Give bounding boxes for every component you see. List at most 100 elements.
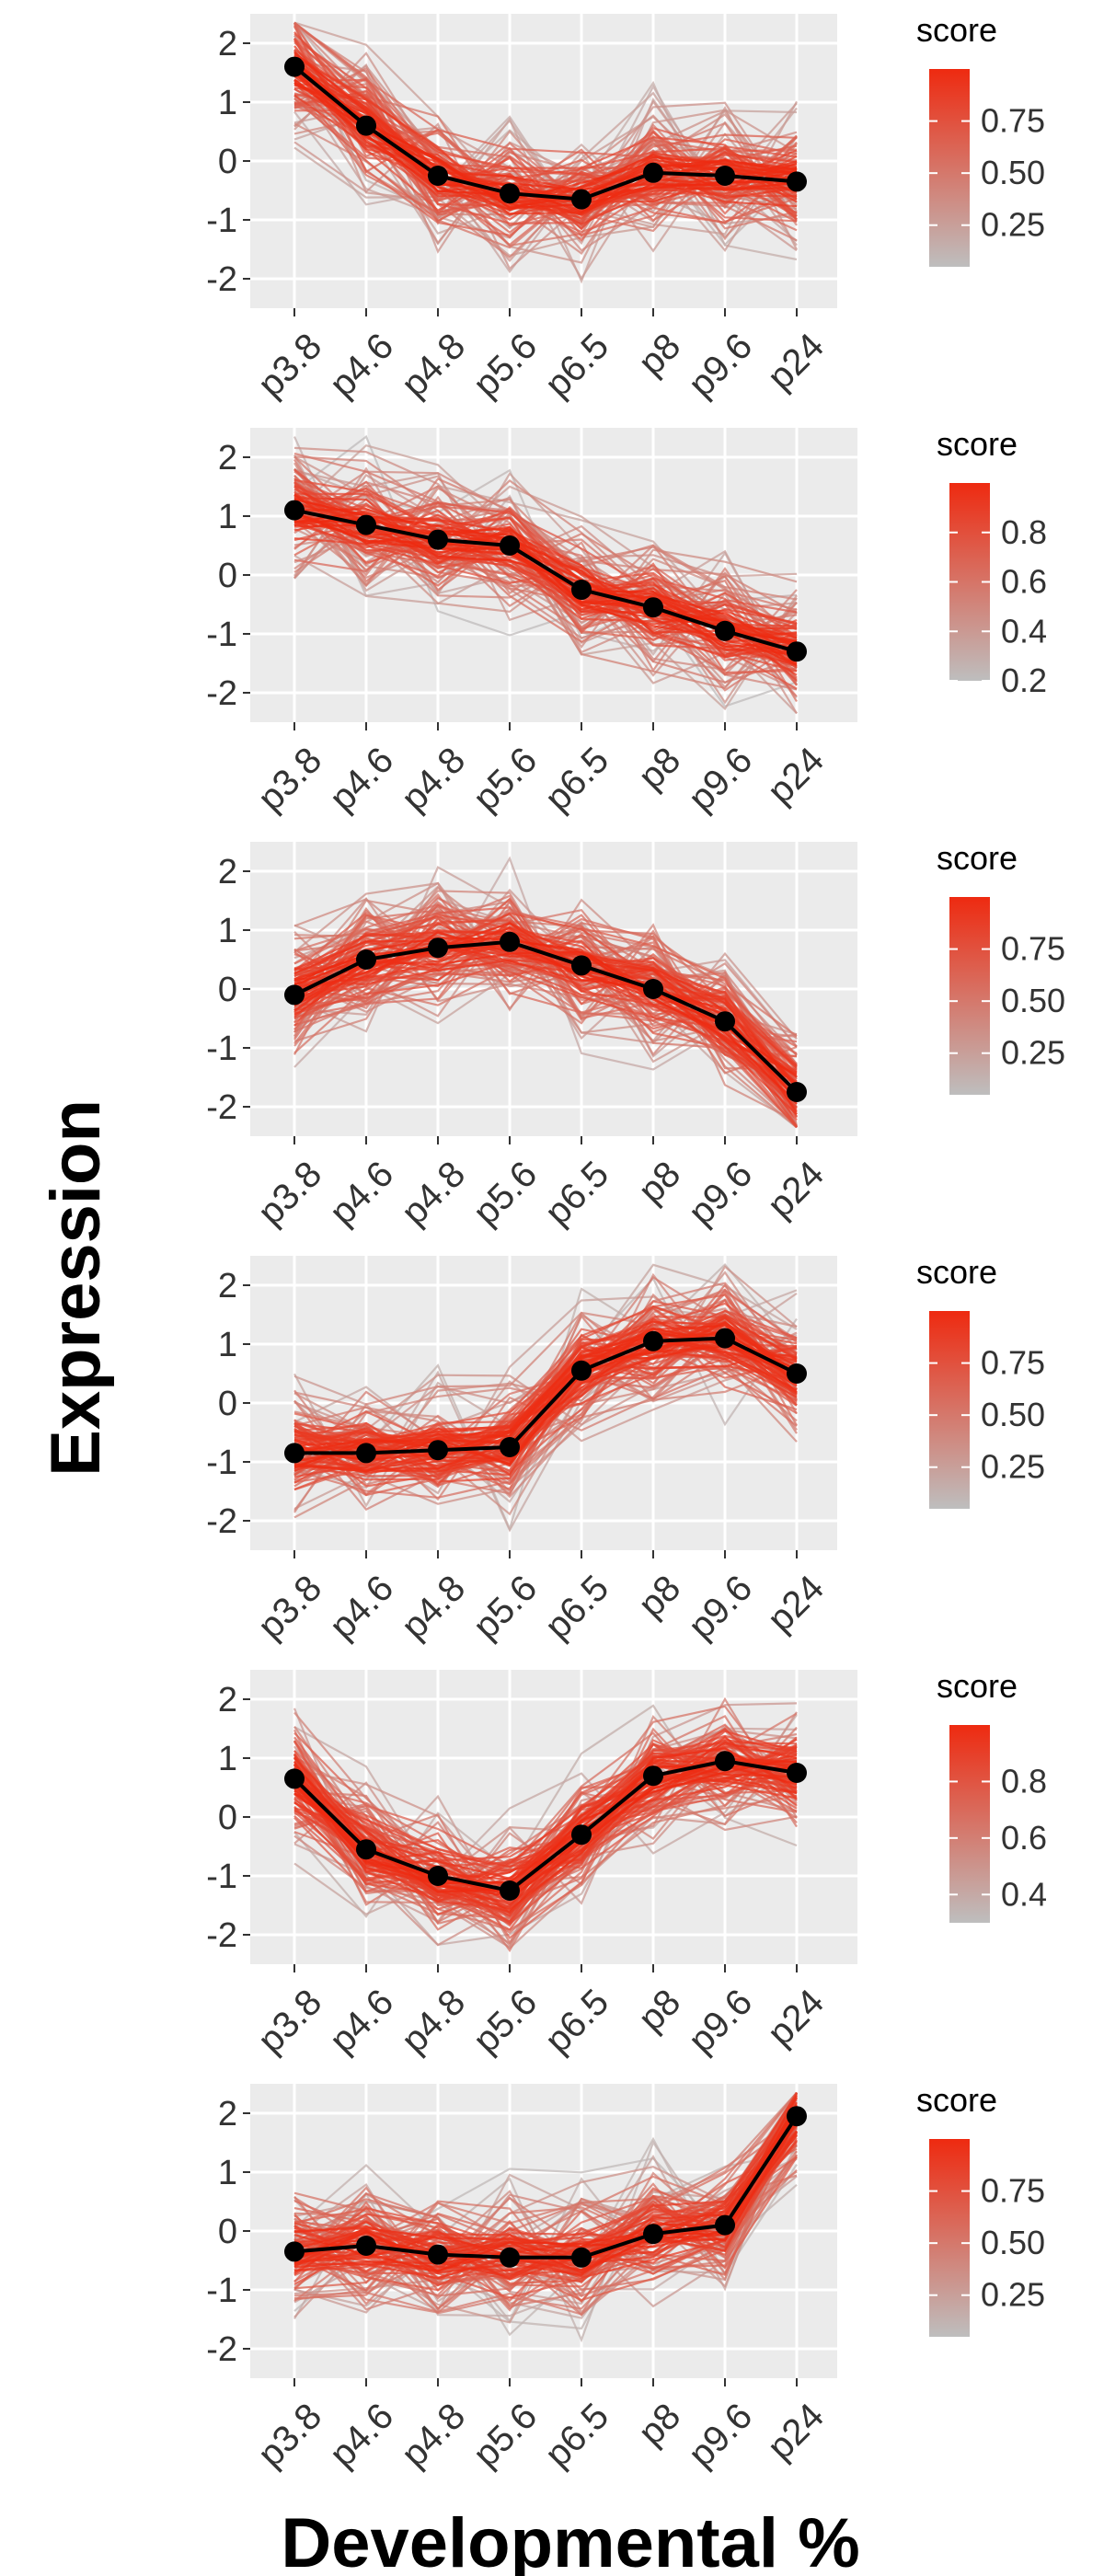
legend-title: score (916, 11, 997, 49)
x-tick-label: p6.5 (537, 1982, 616, 2061)
legend-tick-label: 0.50 (981, 154, 1045, 191)
centroid-point (500, 931, 520, 952)
centroid-point (356, 514, 376, 535)
centroid-point (643, 162, 663, 183)
score-legend: score 0.75 0.50 0.25 (916, 1253, 1045, 1509)
member-profile-line (293, 52, 798, 264)
legend-tick-label: 0.6 (1001, 563, 1047, 601)
member-profile-line (293, 497, 798, 676)
centroid-point (284, 2241, 305, 2262)
x-tick-label: p8 (631, 1982, 689, 2040)
y-tick-label: -2 (206, 1088, 237, 1127)
member-profile-line (293, 25, 798, 223)
centroid-point (787, 1763, 807, 1783)
x-tick-label: p3.8 (250, 2396, 329, 2475)
x-tick-label: p4.6 (322, 2396, 401, 2475)
member-profile-line (293, 1341, 798, 1463)
centroid-point (284, 1768, 305, 1789)
legend-tick-label: 0.75 (981, 102, 1045, 140)
centroid-point (571, 580, 592, 600)
y-tick-label: 0 (218, 557, 237, 595)
y-tick-label: -1 (206, 1443, 237, 1482)
centroid-point (643, 1765, 663, 1787)
centroid-point (284, 1443, 305, 1464)
centroid-point (500, 1437, 520, 1457)
legend-title: score (937, 839, 1018, 877)
member-profile-line (293, 1328, 798, 1469)
score-legend: score 0.75 0.50 0.25 (916, 11, 1045, 267)
x-tick-label: p9.6 (681, 326, 760, 405)
x-tick-label: p3.8 (250, 1568, 329, 1647)
legend-title: score (937, 425, 1018, 463)
centroid-line (294, 1336, 798, 1455)
member-profile-line (293, 511, 798, 643)
centroid-point (500, 1880, 520, 1901)
y-tick-label: 1 (218, 912, 237, 950)
legend-title: score (937, 1667, 1018, 1705)
member-profile-line (293, 1333, 798, 1461)
centroid-point (500, 535, 520, 556)
y-tick-label: -2 (206, 674, 237, 713)
x-tick-label: p6.5 (537, 1568, 616, 1647)
y-tick-label: 0 (218, 971, 237, 1009)
centroid-point (571, 2247, 592, 2268)
centroid-point (715, 1751, 735, 1772)
centroid-line (293, 1759, 798, 1893)
centroid-point (643, 1330, 663, 1351)
x-tick-label: p5.6 (466, 1982, 545, 2061)
centroid-line (293, 65, 798, 201)
centroid-point (428, 937, 448, 959)
centroid-line (293, 939, 799, 1094)
member-profile-line (293, 959, 798, 1087)
x-tick-label: p24 (760, 740, 832, 811)
y-tick-label: -1 (206, 2271, 237, 2310)
legend-colorbar (929, 1311, 970, 1509)
x-tick-label: p4.6 (322, 1154, 401, 1233)
member-profile-line (293, 53, 798, 216)
y-tick-label: -2 (206, 260, 237, 299)
x-tick-label: p8 (631, 326, 689, 384)
centroid-point (356, 2236, 376, 2256)
member-profile-line (293, 1324, 798, 1462)
x-tick-label: p9.6 (681, 1982, 760, 2061)
x-tick-label: p5.6 (466, 2396, 545, 2475)
member-profile-line (293, 920, 798, 1125)
x-tick-label: p4.6 (322, 1982, 401, 2061)
x-tick-label: p6.5 (537, 326, 616, 405)
y-tick-label: 2 (218, 853, 237, 891)
y-tick-label: -1 (206, 615, 237, 654)
legend-tick-label: 0.8 (1001, 513, 1047, 551)
x-tick-label: p3.8 (250, 1154, 329, 1233)
centroid-point (715, 620, 735, 641)
y-tick-label: 0 (218, 1385, 237, 1423)
x-tick-label: p4.6 (322, 740, 401, 819)
legend-colorbar (929, 69, 970, 267)
centroid-point (284, 56, 305, 77)
centroid-point (571, 955, 592, 976)
y-tick-label: -2 (206, 2330, 237, 2369)
centroid-point (571, 1360, 592, 1381)
x-tick-label: p6.5 (537, 740, 616, 819)
legend-tick-label: 0.75 (981, 2172, 1045, 2210)
y-axis-title: Expression (37, 1099, 115, 1477)
y-tick-label: -1 (206, 201, 237, 240)
centroid-point (787, 2106, 807, 2127)
x-tick-label: p5.6 (466, 326, 545, 405)
y-tick-label: 1 (218, 1326, 237, 1364)
member-profile-line (293, 931, 798, 1085)
centroid-point (715, 2214, 735, 2236)
member-profile-line (293, 1339, 798, 1462)
legend-colorbar (949, 897, 990, 1095)
x-tick-label: p4.8 (394, 1568, 473, 1647)
x-tick-label: p24 (760, 326, 832, 397)
centroid-point (356, 1839, 376, 1860)
x-tick-label: p6.5 (537, 2396, 616, 2475)
y-tick-label: 2 (218, 439, 237, 477)
member-profile-line (293, 1321, 798, 1470)
y-tick-label: 1 (218, 84, 237, 122)
